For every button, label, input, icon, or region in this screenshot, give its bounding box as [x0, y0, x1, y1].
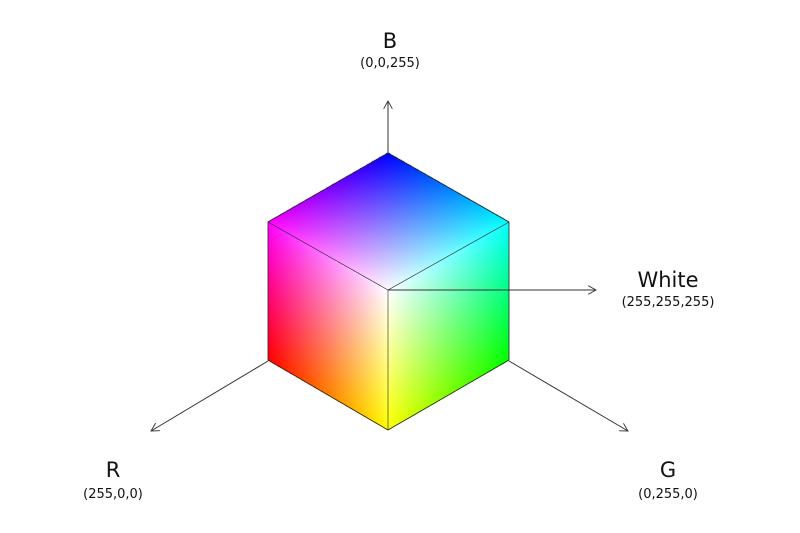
cube-inner-edges	[267, 221, 510, 291]
white-label: White	[637, 268, 699, 292]
cube-outline	[267, 152, 510, 431]
r-axis-value: (255,0,0)	[83, 487, 143, 502]
white-value: (255,255,255)	[621, 295, 715, 310]
g-axis-arrow	[508, 360, 628, 431]
r-axis-label: R	[105, 458, 121, 482]
b-axis-value: (0,0,255)	[360, 56, 420, 71]
g-axis-label: G	[659, 458, 677, 482]
b-axis-label: B	[382, 29, 398, 53]
g-axis-value: (0,255,0)	[638, 487, 698, 502]
r-axis-arrow	[151, 360, 269, 431]
